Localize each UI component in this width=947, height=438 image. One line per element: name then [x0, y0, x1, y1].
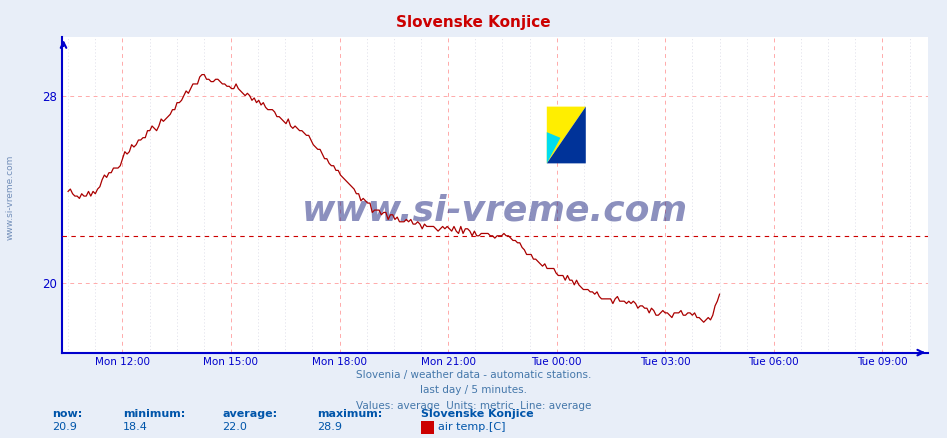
Polygon shape	[546, 106, 586, 163]
Text: Slovenske Konjice: Slovenske Konjice	[396, 15, 551, 30]
Text: air temp.[C]: air temp.[C]	[438, 422, 506, 432]
Text: Values: average  Units: metric  Line: average: Values: average Units: metric Line: aver…	[356, 401, 591, 411]
Text: 28.9: 28.9	[317, 422, 342, 432]
Text: 18.4: 18.4	[123, 422, 148, 432]
Text: www.si-vreme.com: www.si-vreme.com	[6, 155, 15, 240]
Text: www.si-vreme.com: www.si-vreme.com	[302, 194, 688, 228]
Text: minimum:: minimum:	[123, 409, 186, 419]
Text: last day / 5 minutes.: last day / 5 minutes.	[420, 385, 527, 396]
Text: maximum:: maximum:	[317, 409, 383, 419]
Text: 20.9: 20.9	[52, 422, 77, 432]
Text: average:: average:	[223, 409, 277, 419]
Polygon shape	[546, 106, 586, 163]
Text: Slovenske Konjice: Slovenske Konjice	[421, 409, 534, 419]
Polygon shape	[546, 132, 561, 163]
Text: now:: now:	[52, 409, 82, 419]
Text: 22.0: 22.0	[223, 422, 247, 432]
Text: Slovenia / weather data - automatic stations.: Slovenia / weather data - automatic stat…	[356, 370, 591, 380]
